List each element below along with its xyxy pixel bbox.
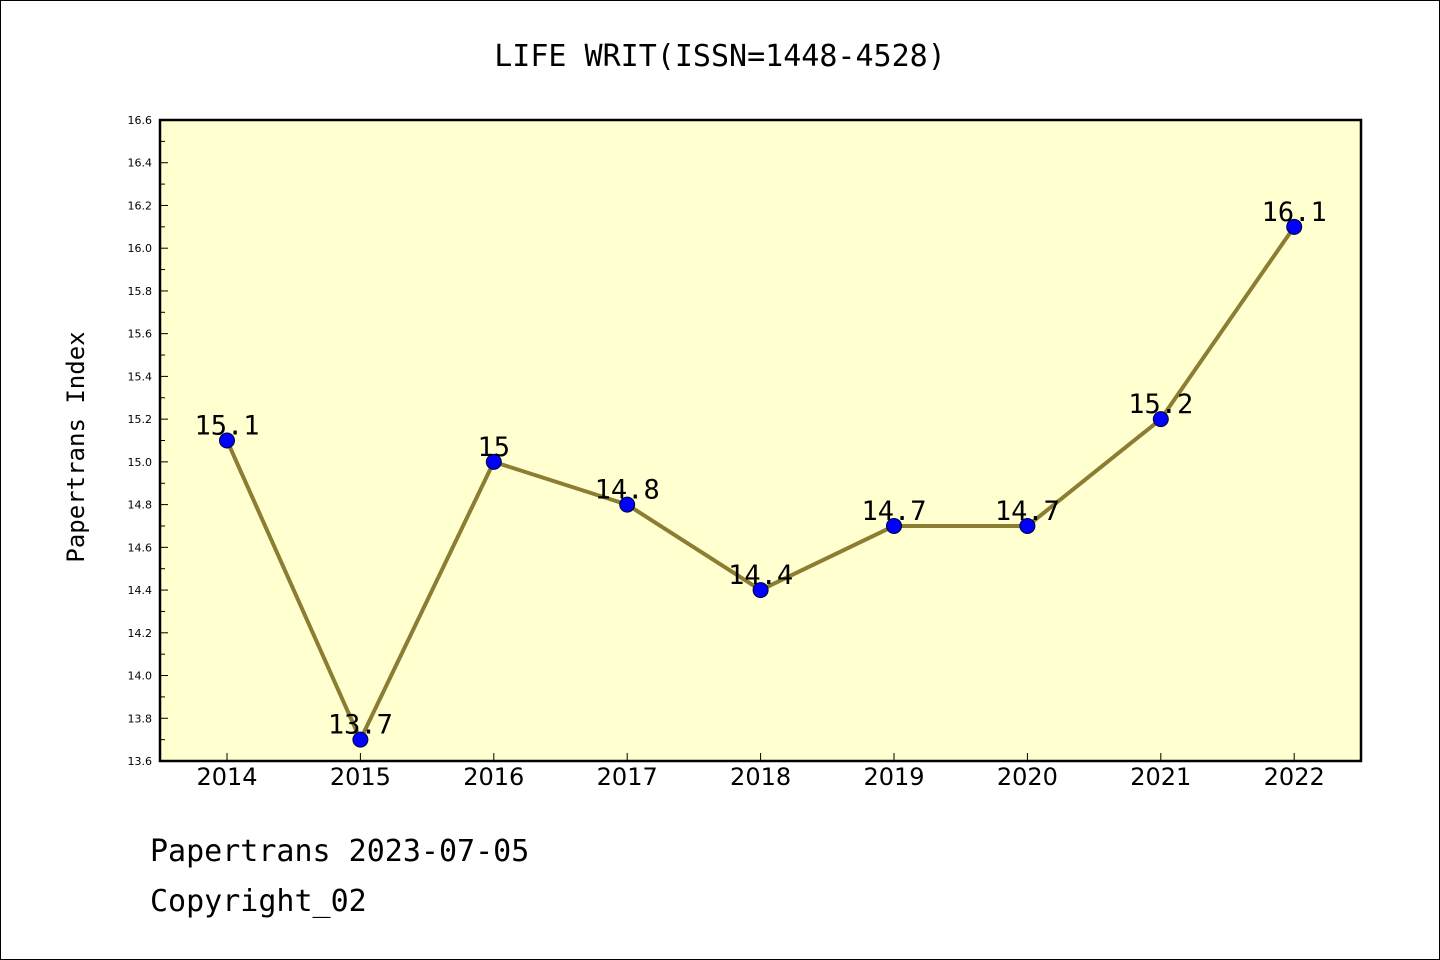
- data-label: 13.7: [328, 710, 393, 741]
- data-point: [619, 496, 636, 513]
- data-point: [352, 731, 369, 748]
- footer-copyright: Copyright_02: [150, 884, 367, 919]
- data-point: [1286, 218, 1303, 235]
- y-tick-label: 16.2: [128, 199, 153, 212]
- footer-date-line: Papertrans 2023-07-05: [150, 834, 530, 869]
- data-label: 16.1: [1262, 197, 1327, 228]
- data-label: 15.2: [1128, 389, 1193, 420]
- y-tick-label: 14.6: [128, 541, 153, 554]
- data-point: [1152, 411, 1169, 428]
- data-point: [752, 582, 769, 599]
- y-tick-label: 14.4: [128, 584, 153, 597]
- y-tick-label: 14.2: [128, 627, 153, 640]
- data-label: 15: [478, 432, 511, 463]
- data-label: 14.8: [595, 475, 660, 506]
- x-tick-label: 2015: [330, 763, 391, 791]
- x-tick-label: 2014: [196, 763, 257, 791]
- data-label: 14.4: [728, 560, 793, 591]
- plot-area: 13.6 13.8 14.0 14.2 14.4 14.6 14.8 15.0 15.2 15.4…: [128, 114, 1363, 791]
- y-tick-label: 13.6: [128, 755, 153, 768]
- plot-background: [160, 120, 1361, 761]
- x-tick-label: 2016: [463, 763, 524, 791]
- y-tick-label: 15.8: [128, 285, 153, 298]
- y-tick-label: 16.0: [128, 242, 153, 255]
- y-tick-label: 14.8: [128, 499, 153, 512]
- x-tick-label: 2019: [863, 763, 924, 791]
- y-tick-label: 15.6: [128, 328, 153, 341]
- data-point: [485, 453, 502, 470]
- y-axis-label: Papertrans Index: [62, 331, 90, 562]
- y-tick-label: 15.2: [128, 413, 153, 426]
- chart-title: LIFE WRIT(ISSN=1448-4528): [494, 39, 946, 74]
- x-tick-label: 2022: [1264, 763, 1325, 791]
- y-tick-label: 16.4: [128, 157, 153, 170]
- x-tick-label: 2018: [730, 763, 791, 791]
- data-point: [886, 517, 902, 534]
- x-tick-label: 2021: [1130, 763, 1191, 791]
- x-tick-label: 2017: [597, 763, 658, 791]
- data-point: [219, 432, 235, 449]
- data-point: [1019, 517, 1036, 534]
- plot-border: [158, 118, 1363, 763]
- y-tick-label: 15.0: [128, 456, 153, 469]
- y-tick-label: 16.6: [128, 114, 153, 127]
- data-label: 14.7: [861, 496, 926, 527]
- y-tick-label: 13.8: [128, 712, 153, 725]
- x-tick-label: 2020: [997, 763, 1058, 791]
- data-label: 14.7: [995, 496, 1060, 527]
- data-label: 15.1: [194, 411, 259, 442]
- y-tick-label: 14.0: [128, 670, 153, 683]
- y-tick-label: 15.4: [128, 370, 153, 383]
